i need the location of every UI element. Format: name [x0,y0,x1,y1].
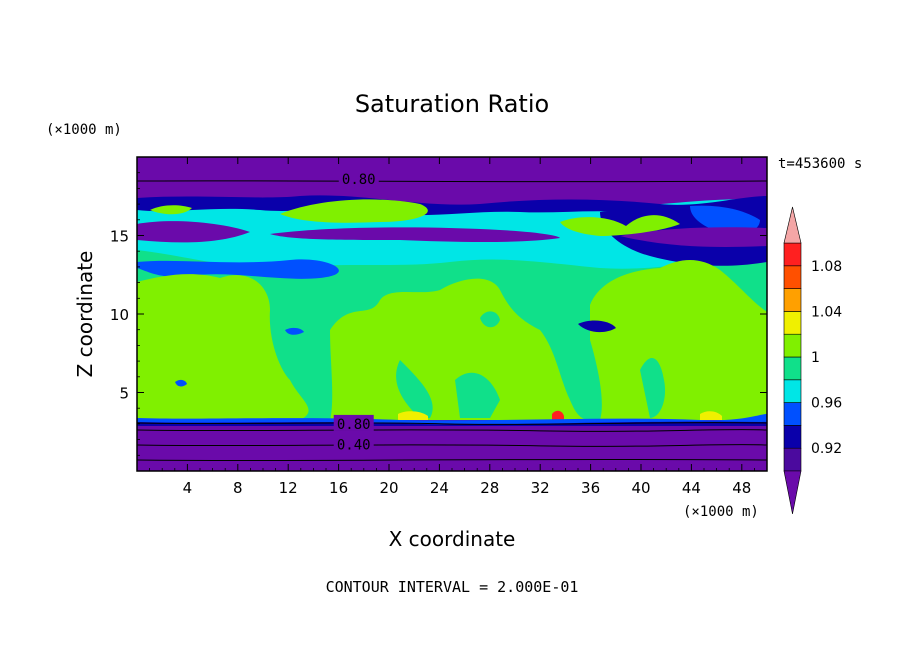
x-tick-label: 24 [430,479,449,497]
contour-label: 0.80 [337,417,371,433]
blob-green-3 [590,260,767,420]
y-unit-label: (×1000 m) [46,122,122,138]
blob-green-2 [330,278,590,420]
contour-labels: 0.80 0.80 0.40 [333,169,379,453]
gap-teal-3 [640,357,666,418]
blob-red [552,410,564,420]
x-tick-label: 12 [279,479,298,497]
band-lower-dry [137,426,767,471]
contour-label-bg [338,169,379,186]
colorbar-segment [783,402,802,426]
x-tick-label: 44 [682,479,701,497]
y-axis: 5 10 15 [110,172,767,456]
colorbar-segment [783,356,802,381]
time-label: t=453600 s [778,156,862,172]
contour-label: 0.40 [337,437,371,453]
saturation-field [137,157,767,471]
intrusion-purple-mid [270,227,560,242]
x-unit-label: (×1000 m) [683,504,759,520]
colorbar: 1.08 1.04 1 0.96 0.92 [783,206,842,515]
contour-label-bg [333,414,374,431]
contour-interval-note: CONTOUR INTERVAL = 2.000E-01 [326,578,579,596]
contour-080-top [137,180,767,183]
intrusion-purple-right [620,227,767,247]
colorbar-segment [783,425,802,449]
colorbar-segment [783,311,802,335]
blob-blue-tiny [175,379,187,387]
colorbar-label: 1 [811,350,820,366]
gap-teal-2a [396,360,433,418]
contour-label-bg [333,435,374,452]
x-axis-title: X coordinate [389,527,516,551]
colorbar-label: 1.08 [811,259,842,275]
colorbar-label: 1.04 [811,304,842,320]
blob-dark-blue-mid [578,320,616,333]
x-axis: 4 8 12 16 20 24 28 32 36 40 44 48 [149,157,755,497]
x-tick-label: 40 [631,479,650,497]
colorbar-segment [783,379,802,403]
blob-yellow-2 [700,411,722,420]
blob-green-top-mid [280,199,428,223]
contour-060-bottom [137,429,767,432]
colorbar-label: 0.92 [811,441,842,457]
colorbar-segment [783,242,802,267]
y-tick-label: 5 [119,385,129,403]
contour-label: 0.80 [342,172,376,188]
gap-teal-2b [455,372,500,418]
colorbar-segment [783,288,802,312]
blob-blue-left [137,259,339,279]
x-tick-label: 20 [379,479,398,497]
blob-blue-right [690,205,760,235]
x-tick-label: 8 [233,479,243,497]
y-tick-label: 10 [110,306,129,324]
intrusion-purple-left [137,221,250,243]
x-tick-label: 36 [581,479,600,497]
contour-080-bottom [137,422,767,425]
x-tick-label: 48 [732,479,751,497]
y-tick-label: 15 [110,228,129,246]
x-tick-label: 4 [183,479,193,497]
band-top-dry [137,157,767,181]
hole-teal-1 [480,311,500,328]
blob-green-top-left [150,205,192,215]
colorbar-label: 0.96 [811,396,842,412]
colorbar-segment [783,265,802,289]
contour-040-bottom [137,444,767,447]
colorbar-under-arrow [783,470,802,515]
x-tick-label: 28 [480,479,499,497]
colorbar-segment [783,447,802,472]
y-axis-title: Z coordinate [73,251,97,378]
colorbar-over-arrow [783,206,802,244]
contour-020-bottom [137,458,767,462]
x-tick-label: 32 [531,479,550,497]
x-tick-label: 16 [329,479,348,497]
chart-title: Saturation Ratio [355,90,549,118]
colorbar-segment [783,333,802,358]
blob-green-top-right [560,215,680,236]
blob-blue-small [285,327,304,335]
blob-yellow-1 [398,411,428,420]
